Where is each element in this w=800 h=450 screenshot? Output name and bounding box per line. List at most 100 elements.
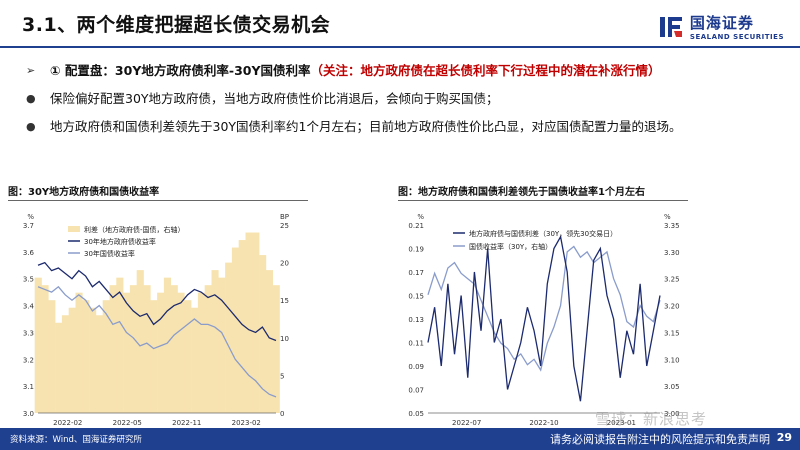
bullet-highlight: （关注：地方政府债在超长债利率下行过程中的潜在补涨行情） <box>310 63 661 78</box>
spread-bar <box>89 307 97 413</box>
y-right-tick-label: 3.35 <box>664 222 680 230</box>
spread-bar <box>218 277 226 413</box>
arrow-bullet-icon: ➢ <box>26 64 36 77</box>
spread-bar <box>265 270 274 413</box>
y-left-tick-label: 0.15 <box>408 293 424 301</box>
y-right-tick-label: 3.25 <box>664 276 680 284</box>
spread-line <box>427 234 661 402</box>
spread-bar <box>191 307 199 413</box>
chart-title: 图：地方政府债和国债利差领先于国债收益率1个月左右 <box>398 187 645 198</box>
dot-bullet-icon: ● <box>26 120 36 133</box>
spread-bar <box>272 285 280 413</box>
x-tick-label: 2022-10 <box>529 419 558 427</box>
y-left-tick-label: 0.13 <box>408 316 424 324</box>
spread-bar <box>245 232 253 413</box>
spread-bar <box>95 315 104 413</box>
y-left-tick-label: 0.19 <box>408 246 424 254</box>
chart-title-rule <box>398 200 688 201</box>
bullet-text: 保险偏好配置30Y地方政府债，当地方政府债性价比消退后，会倾向于购买国债； <box>50 91 499 106</box>
y-right-tick-label: 3.00 <box>664 410 680 418</box>
y-left-unit-label: % <box>417 213 424 221</box>
treasury-yield-line <box>427 245 661 372</box>
chart-left: 图：30Y地方政府债和国债收益率 3.7 3.6 3.5 3.4 3.3 3.2 3.1 3.… <box>8 183 308 435</box>
spread-bar <box>197 292 206 413</box>
legend-label: 利差（地方政府债-国债，右轴） <box>84 225 185 234</box>
y-left-tick-label: 3.3 <box>23 329 34 337</box>
spread-bar <box>41 285 49 413</box>
logo: 国海证券 SEALAND SECURITIES <box>658 12 784 41</box>
y-left-tick-label: 3.6 <box>23 249 35 257</box>
treasury-30y-line <box>37 285 277 398</box>
y-right-tick-label: 0 <box>280 410 284 418</box>
y-left-tick-label: 3.4 <box>23 303 35 311</box>
spread-bar <box>136 270 144 413</box>
spread-bar <box>129 285 138 413</box>
legend-label: 30年国债收益率 <box>84 249 135 258</box>
y-right-tick-label: 3.30 <box>664 249 680 257</box>
source-note: 资料来源：Wind、国海证券研究所 <box>10 435 142 445</box>
y-right-tick-label: 3.10 <box>664 356 680 364</box>
spread-bar <box>55 322 63 413</box>
chart-title: 图：30Y地方政府债和国债收益率 <box>8 187 160 198</box>
y-left-tick-label: 3.2 <box>23 356 34 364</box>
x-tick-label: 2023-02 <box>232 419 261 427</box>
spread-bar <box>123 292 131 413</box>
spread-bar <box>75 292 83 413</box>
sealand-logo-icon <box>659 16 682 37</box>
logo-name-en: SEALAND SECURITIES <box>689 33 784 41</box>
y-left-unit-label: % <box>27 213 34 221</box>
x-tick-label: 2022-02 <box>53 419 82 427</box>
local-gov-30y-line <box>37 261 277 342</box>
spread-bar <box>252 232 260 413</box>
y-left-tick-label: 3.5 <box>23 276 34 284</box>
spread-bar <box>259 255 267 413</box>
x-tick-label: 2023-01 <box>607 419 636 427</box>
y-right-tick-label: 15 <box>280 297 289 305</box>
spread-bar <box>102 300 110 413</box>
y-left-tick-label: 3.1 <box>23 383 34 391</box>
spread-bar <box>48 300 56 413</box>
bullet-item: ● 地方政府债和国债利差领先于30Y国债利率约1个月左右；目前地方政府债性价比凸… <box>26 118 786 136</box>
disclaimer: 请务必阅读报告附注中的风险提示和免责声明 <box>550 433 770 446</box>
spread-bar <box>238 240 246 413</box>
y-left-tick-label: 0.07 <box>408 387 424 395</box>
legend-swatch-spread <box>68 226 80 232</box>
page-title: 3.1、两个维度把握超长债交易机会 <box>22 14 331 36</box>
title-divider <box>0 46 800 48</box>
y-left-tick-label: 0.05 <box>408 410 424 418</box>
spread-bar <box>225 262 233 413</box>
spread-bar <box>150 300 158 413</box>
bullet-heading: ① 配置盘：30Y地方政府债利率-30Y国债利率 <box>50 63 311 78</box>
legend-label: 30年地方政府债收益率 <box>84 237 156 246</box>
legend-label: 地方政府债与国债利差（30Y，领先30交易日） <box>469 229 617 238</box>
bullet-text: 地方政府债和国债利差领先于30Y国债利率约1个月左右；目前地方政府债性价比凸显，… <box>50 119 682 134</box>
chart-right: 图：地方政府债和国债利差领先于国债收益率1个月左右 0.21 0.19 0.17 0.… <box>398 183 688 435</box>
y-right-tick-label: 25 <box>280 222 289 230</box>
y-right-unit-label: BP <box>280 213 289 221</box>
spread-bar <box>143 285 151 413</box>
y-left-tick-label: 3.0 <box>23 410 34 418</box>
spread-bar <box>211 270 219 413</box>
bullet-item: ➢ ① 配置盘：30Y地方政府债利率-30Y国债利率（关注：地方政府债在超长债利… <box>26 62 786 80</box>
y-left-tick-label: 0.09 <box>408 363 424 371</box>
y-right-tick-label: 3.15 <box>664 329 680 337</box>
y-left-tick-label: 0.21 <box>408 222 424 230</box>
y-right-tick-label: 5 <box>280 372 284 380</box>
watermark: 雪球：新浪思考 <box>595 410 708 428</box>
y-left-tick-label: 3.7 <box>23 222 34 230</box>
spread-bar <box>68 307 76 413</box>
spread-bar <box>170 285 178 413</box>
spread-bar <box>231 247 240 413</box>
page-number: 29 <box>776 431 792 444</box>
y-right-tick-label: 20 <box>280 260 289 268</box>
y-left-tick-label: 0.17 <box>408 269 424 277</box>
y-right-unit-label: % <box>664 213 671 221</box>
spread-bar <box>163 277 172 413</box>
spread-bar <box>116 277 124 413</box>
chart-right-svg: 0.21 0.19 0.17 0.15 0.13 0.11 0.09 0.07 0.05 3.35… <box>408 213 680 427</box>
spread-bar <box>184 300 192 413</box>
chart-left-svg: 3.7 3.6 3.5 3.4 3.3 3.2 3.1 3.0 25 20 15 10 5 0% BP 202… <box>23 213 289 427</box>
dot-bullet-icon: ● <box>26 92 36 105</box>
footer-bar <box>0 428 800 450</box>
x-tick-label: 2022-11 <box>172 419 201 427</box>
